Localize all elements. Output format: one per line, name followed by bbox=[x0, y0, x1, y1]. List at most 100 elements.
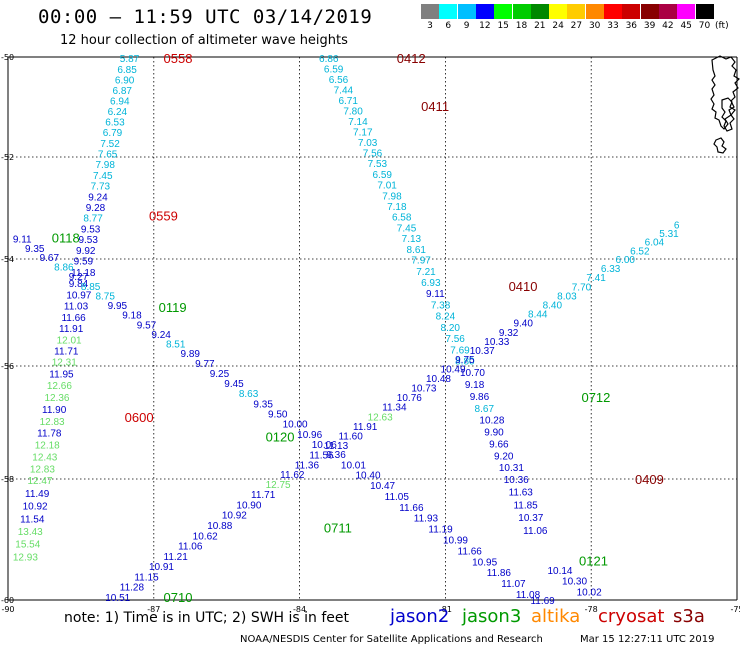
swh-value: 9.67 bbox=[40, 253, 60, 264]
satellite-jason3-label: jason3 bbox=[462, 606, 522, 627]
swh-value: 11.60 bbox=[338, 431, 363, 442]
coastline-islands bbox=[710, 55, 740, 154]
swh-value: 12.47 bbox=[27, 476, 52, 487]
pass-time-label: 0712 bbox=[581, 390, 610, 405]
swh-value: 12.01 bbox=[57, 335, 82, 346]
swh-value: 12.18 bbox=[35, 441, 60, 452]
swh-value: 10.51 bbox=[105, 593, 130, 604]
swh-value: 9.35 bbox=[253, 399, 273, 410]
swh-value: 12.83 bbox=[30, 464, 55, 475]
swh-value: 6 bbox=[674, 220, 680, 231]
swh-value: 7.52 bbox=[100, 139, 120, 150]
swh-value: 10.96 bbox=[297, 430, 322, 441]
swh-value: 9.95 bbox=[108, 301, 128, 312]
swh-value: 11.71 bbox=[54, 346, 79, 357]
pass-time-label: 0120 bbox=[266, 430, 295, 445]
swh-value: 7.65 bbox=[98, 150, 118, 161]
swh-value: 10.97 bbox=[66, 290, 91, 301]
swh-value: 12.75 bbox=[266, 480, 291, 491]
satellite-jason2-label: jason2 bbox=[390, 606, 450, 627]
swh-value: 11.13 bbox=[324, 441, 349, 452]
track-s3a-0409-0412: 6.866.596.567.446.717.807.147.177.037.56… bbox=[319, 51, 664, 537]
swh-value: 9.53 bbox=[81, 224, 101, 235]
swh-value: 8.85 bbox=[81, 282, 101, 293]
legend-label: 9 bbox=[463, 21, 470, 31]
legend-label: 18 bbox=[515, 21, 528, 31]
swh-value: 11.07 bbox=[501, 579, 526, 590]
swh-value: 11.56 bbox=[309, 451, 334, 462]
lat-tick-label: -52 bbox=[1, 153, 14, 162]
swh-value: 11.69 bbox=[530, 596, 555, 607]
swh-value: 9.89 bbox=[181, 349, 201, 360]
swh-value: 10.28 bbox=[479, 416, 504, 427]
swh-value: 6.93 bbox=[421, 278, 441, 289]
pass-time-label: 0118 bbox=[52, 231, 80, 246]
pass-time-label: 0409 bbox=[635, 472, 664, 487]
legend-swatch bbox=[494, 4, 513, 19]
lon-tick-label: -90 bbox=[1, 605, 14, 614]
swh-value: 10.99 bbox=[443, 536, 468, 547]
swh-value: 12.63 bbox=[368, 412, 393, 423]
swh-value: 11.54 bbox=[20, 514, 45, 525]
axis-labels: -90 -87 -84 -81 -78 -75 -50 -52 -54 -56 -58 -60 bbox=[1, 53, 740, 614]
swh-value: 8.51 bbox=[166, 340, 186, 351]
swh-value: 7.17 bbox=[353, 128, 373, 139]
pass-time-label: 0558 bbox=[164, 51, 193, 66]
swh-value: 6.52 bbox=[630, 246, 650, 257]
swh-value: 9.66 bbox=[489, 439, 509, 450]
swh-value: 11.34 bbox=[382, 403, 407, 414]
swh-value: 9.11 bbox=[426, 289, 445, 300]
legend-label: 27 bbox=[570, 21, 583, 31]
generated-timestamp: Mar 15 12:27:11 UTC 2019 bbox=[580, 634, 715, 645]
lon-tick-label: -78 bbox=[585, 605, 598, 614]
swh-value: 6.59 bbox=[373, 170, 393, 181]
footnote: note: 1) Time is in UTC; 2) SWH is in fe… bbox=[64, 610, 350, 626]
swh-value: 9.92 bbox=[76, 246, 96, 257]
island-shape bbox=[713, 137, 727, 154]
swh-value: 9.11 bbox=[13, 235, 32, 246]
lon-tick-label: -75 bbox=[730, 605, 740, 614]
swh-value: 10.30 bbox=[562, 577, 587, 588]
swh-value: 7.41 bbox=[586, 273, 606, 284]
swh-value: 6.04 bbox=[645, 238, 665, 249]
swh-value: 10.62 bbox=[193, 531, 218, 542]
swh-value: 10.31 bbox=[499, 463, 524, 474]
swh-value: 8.77 bbox=[83, 214, 103, 225]
pass-time-label: 0119 bbox=[159, 300, 187, 315]
swh-value: 8.75 bbox=[95, 291, 115, 302]
pass-time-label: 0711 bbox=[324, 520, 352, 535]
swh-value: 11.49 bbox=[25, 489, 50, 500]
swh-value: 11.15 bbox=[134, 572, 159, 583]
swh-value: 13.43 bbox=[18, 527, 43, 538]
swh-value: 10.92 bbox=[222, 511, 247, 522]
swh-value: 8.80 bbox=[455, 357, 475, 368]
swh-value: 15.54 bbox=[15, 540, 40, 551]
swh-value: 11.08 bbox=[516, 590, 541, 601]
legend-swatch bbox=[530, 4, 549, 19]
island-shape bbox=[710, 55, 740, 130]
swh-value: 9.57 bbox=[137, 320, 157, 331]
swh-value: 9.40 bbox=[513, 319, 533, 330]
credit-line: NOAA/NESDIS Center for Satellite Applica… bbox=[240, 634, 543, 645]
swh-value: 6.53 bbox=[105, 118, 125, 129]
swh-value: 8.63 bbox=[239, 389, 259, 400]
legend-swatch bbox=[622, 4, 641, 19]
swh-value: 9.20 bbox=[494, 451, 514, 462]
pass-time-label: 0410 bbox=[509, 279, 538, 294]
legend-swatch bbox=[439, 4, 458, 19]
swh-value: 7.56 bbox=[363, 149, 383, 160]
legend-swatch bbox=[512, 4, 531, 19]
swh-value: 10.49 bbox=[441, 364, 466, 375]
swh-value: 6.24 bbox=[108, 107, 128, 118]
swh-value: 11.93 bbox=[414, 514, 439, 525]
swh-value: 8.24 bbox=[436, 312, 456, 323]
legend-swatch bbox=[421, 4, 439, 19]
lat-tick-label: -54 bbox=[1, 255, 14, 264]
swh-value: 5.31 bbox=[659, 229, 679, 240]
swh-value: 9.53 bbox=[78, 235, 98, 246]
swh-value: 10.70 bbox=[460, 368, 485, 379]
legend-label: 70 bbox=[698, 21, 711, 31]
pass-time-label: 0559 bbox=[149, 209, 178, 224]
swh-value: 7.69 bbox=[450, 345, 470, 356]
